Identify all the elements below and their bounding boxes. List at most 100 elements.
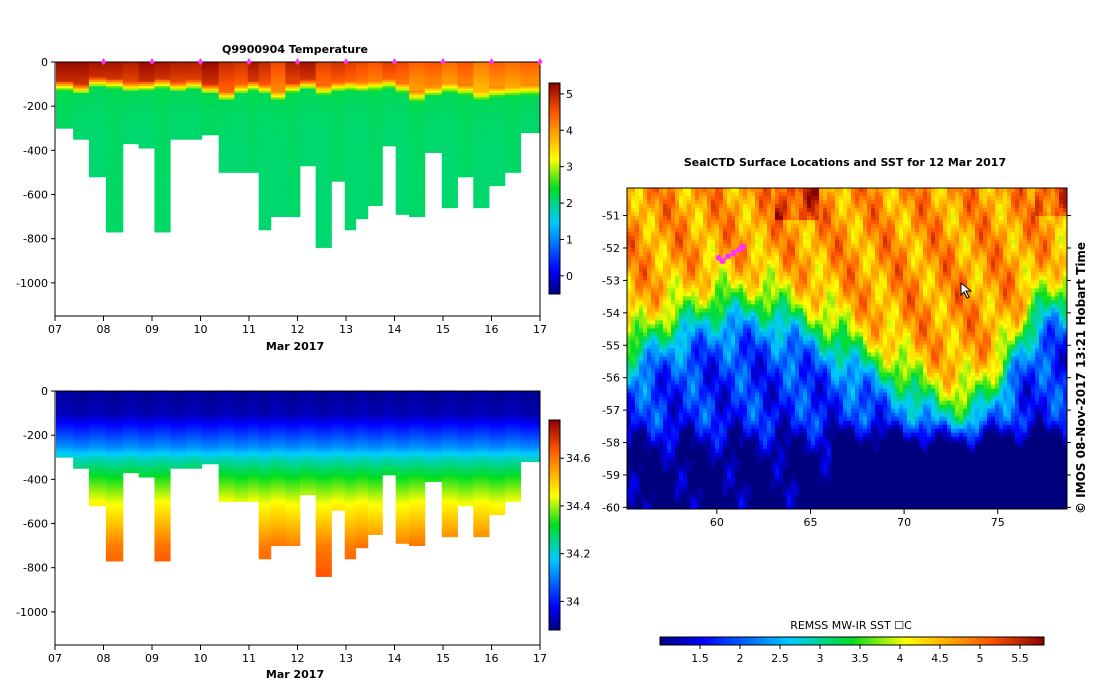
- temperature-cell: [88, 101, 107, 105]
- sst-cell: [1059, 192, 1064, 197]
- temperature-cell: [344, 181, 357, 184]
- temperature-cell: [218, 161, 235, 164]
- temperature-cell: [105, 176, 124, 180]
- salinity-cell: [285, 444, 301, 447]
- sst-cell: [703, 208, 708, 213]
- sst-cell: [655, 208, 660, 213]
- salinity-cell: [395, 468, 410, 471]
- salinity-cell: [201, 413, 220, 416]
- salinity-cell: [258, 481, 272, 485]
- salinity-cell: [299, 395, 317, 399]
- temperature-cell: [258, 68, 272, 72]
- sst-cell: [1063, 232, 1068, 237]
- sst-cell: [695, 200, 700, 205]
- temperature-cell: [122, 77, 140, 81]
- sst-cell: [671, 220, 676, 225]
- temperature-cell: [55, 123, 74, 127]
- salinity-cell: [441, 435, 458, 438]
- sst-cell: [915, 212, 920, 217]
- temperature-cell: [315, 79, 332, 83]
- temperature-cell: [504, 86, 521, 89]
- salinity-cell: [520, 395, 541, 399]
- temperature-cell: [344, 212, 357, 215]
- salinity-cells: [55, 391, 541, 577]
- salinity-cell: [355, 530, 369, 533]
- sst-cell: [1007, 196, 1012, 201]
- sst-cell: [995, 204, 1000, 209]
- temperature-cell: [88, 130, 107, 134]
- sst-cell: [1019, 212, 1024, 217]
- sst-cell: [651, 196, 656, 201]
- salinity-cell: [73, 435, 90, 438]
- sst-cell: [691, 192, 696, 197]
- temperature-cell: [355, 70, 369, 74]
- sst-cell: [803, 200, 808, 205]
- salinity-cell: [105, 397, 124, 401]
- temperature-cell: [258, 141, 272, 145]
- salinity-cell: [473, 395, 490, 399]
- temperature-cell: [395, 95, 410, 98]
- sst-cell: [755, 224, 760, 229]
- temperature-cell: [247, 156, 260, 160]
- temperature-cell: [105, 86, 124, 89]
- sst-cell: [743, 228, 748, 233]
- salinity-cell: [395, 510, 410, 513]
- temperature-cell: [344, 168, 357, 171]
- temperature-cell: [409, 141, 426, 145]
- temperature-cell: [489, 66, 506, 70]
- temperature-cell: [315, 159, 332, 162]
- sst-cell: [1055, 228, 1060, 233]
- sst-cell: [855, 200, 860, 205]
- sst-cell: [1047, 216, 1052, 221]
- temperature-cell: [473, 137, 490, 140]
- salinity-cell: [258, 508, 272, 511]
- temperature-cell: [344, 119, 357, 123]
- salinity-cell: [258, 485, 272, 489]
- salinity-cell: [504, 461, 521, 465]
- sst-cell: [767, 212, 772, 217]
- salinity-cell: [88, 494, 107, 498]
- temperature-cell: [270, 103, 286, 107]
- temperature-cell: [88, 152, 107, 156]
- salinity-cell: [473, 437, 490, 440]
- temperature-cell: [504, 92, 521, 96]
- sst-cell: [795, 192, 800, 197]
- salinity-cell: [55, 455, 74, 458]
- temperature-cell: [473, 108, 490, 111]
- temperature-cell: [258, 156, 272, 160]
- salinity-cell: [344, 501, 357, 505]
- temperature-cell: [218, 134, 235, 138]
- temperature-cell: [154, 170, 171, 173]
- sst-cell: [711, 200, 716, 205]
- salinity-cell: [395, 408, 410, 412]
- salinity-cell: [409, 536, 426, 540]
- temperature-cell: [285, 143, 301, 147]
- salinity-cell: [234, 455, 249, 458]
- temperature-cell: [73, 112, 90, 116]
- temperature-cell: [344, 156, 357, 160]
- salinity-cell: [201, 446, 220, 449]
- sst-cell: [843, 220, 848, 225]
- temperature-cell: [270, 110, 286, 114]
- temperature-cell: [73, 95, 90, 98]
- salinity-cell: [201, 417, 220, 421]
- sst-cell: [779, 192, 784, 197]
- sst-cell: [755, 228, 760, 233]
- sst-cell: [1063, 188, 1068, 193]
- temperature-cell: [234, 123, 249, 127]
- sst-cell: [731, 236, 736, 241]
- sst-cell: [963, 232, 968, 237]
- sst-cell: [823, 204, 828, 209]
- sst-cell: [823, 232, 828, 237]
- temperature-cell: [395, 141, 410, 145]
- temperature-cell: [441, 174, 458, 178]
- salinity-cell: [457, 435, 474, 438]
- salinity-cell: [154, 428, 171, 432]
- sst-cell: [695, 216, 700, 221]
- temperature-cell: [258, 62, 272, 65]
- salinity-cell: [367, 441, 383, 445]
- temperature-cell: [441, 95, 458, 98]
- sst-cell: [959, 188, 964, 193]
- salinity-cell: [409, 488, 426, 491]
- salinity-cell: [441, 501, 458, 505]
